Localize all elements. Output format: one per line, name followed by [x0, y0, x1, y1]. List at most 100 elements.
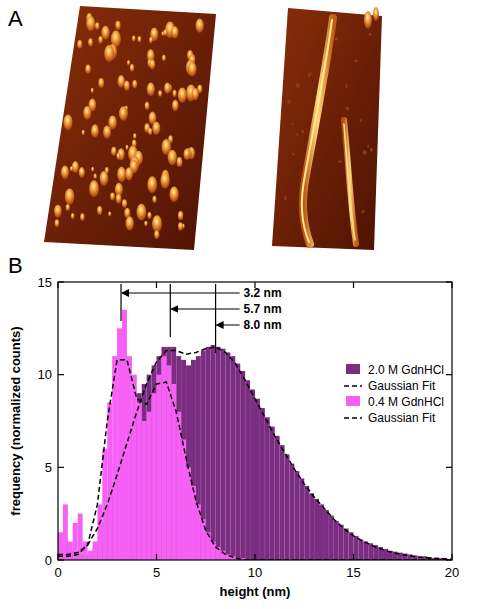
histogram-bar	[137, 393, 142, 560]
x-tick	[353, 282, 354, 288]
afm-particle	[178, 211, 183, 220]
afm-background-bump	[296, 83, 300, 88]
afm-particle	[83, 106, 91, 120]
afm-particle	[88, 38, 93, 46]
histogram-bar	[324, 510, 329, 560]
afm-background-bump	[361, 210, 364, 213]
histogram-bar	[344, 528, 349, 560]
histogram-bar	[309, 493, 314, 560]
afm-particle	[132, 35, 136, 41]
histogram-bar	[245, 380, 250, 560]
histogram-bar	[289, 464, 294, 560]
y-tick	[446, 281, 452, 282]
afm-background-bump	[363, 150, 367, 154]
annotation-arrow	[171, 309, 239, 310]
afm-particle	[119, 107, 127, 121]
annotation-label: 3.2 nm	[244, 286, 282, 300]
figure: AB05101520051015height (nm)frequency (no…	[0, 0, 478, 609]
afm-particle	[79, 167, 85, 178]
afm-background-bump	[335, 37, 339, 40]
afm-particle	[77, 40, 82, 49]
histogram-bar	[166, 347, 171, 560]
histogram-bar	[102, 449, 107, 560]
fit-line	[58, 347, 452, 559]
histogram-bar	[142, 384, 147, 560]
afm-particle	[122, 199, 127, 208]
histogram-bar	[240, 371, 245, 560]
legend-swatch	[344, 417, 362, 419]
histogram-bar	[127, 356, 132, 560]
y-tick	[446, 467, 452, 468]
afm-background-bump	[355, 60, 358, 63]
x-tick	[156, 282, 157, 288]
afm-particle	[116, 194, 122, 204]
afm-particle	[161, 31, 164, 36]
histogram-bar	[358, 540, 363, 560]
afm-background-bump	[287, 100, 291, 104]
histogram-bar	[176, 356, 181, 560]
x-tick	[254, 554, 255, 560]
afm-particle	[126, 145, 129, 150]
afm-particle	[94, 174, 97, 180]
histogram-bar	[92, 541, 97, 560]
histogram-bar	[329, 516, 334, 560]
histogram-bar	[157, 375, 162, 560]
legend-label: Gaussian Fit	[368, 411, 436, 425]
afm-particle	[148, 128, 152, 135]
histogram-bar	[270, 427, 275, 560]
x-tick	[451, 282, 452, 288]
plot-marks	[58, 310, 452, 560]
afm-particle	[373, 7, 379, 21]
histogram-bar	[122, 310, 127, 560]
afm-particle	[108, 211, 111, 216]
afm-particle	[70, 166, 73, 171]
legend-label: Gaussian Fit	[368, 379, 436, 393]
x-tick-label: 0	[54, 565, 61, 580]
y-tick-label: 15	[38, 275, 52, 290]
afm-particle	[98, 78, 104, 88]
histogram-bar	[235, 364, 240, 560]
afm-background-bump	[291, 122, 293, 125]
histogram-bar	[299, 478, 304, 560]
histogram-bar	[230, 356, 235, 560]
x-tick	[156, 554, 157, 560]
histogram-bar	[221, 349, 226, 560]
afm-particle	[137, 204, 147, 221]
y-tick	[58, 374, 64, 375]
histogram-bar	[285, 454, 290, 560]
annotation-guide	[170, 284, 171, 337]
afm-fibril	[344, 120, 356, 244]
annotation-label: 8.0 nm	[244, 318, 282, 332]
histogram-bar	[83, 541, 88, 560]
afm-background-bump	[309, 72, 311, 75]
histogram-bar	[334, 521, 339, 560]
histogram-bar	[152, 393, 157, 560]
histogram-bar	[265, 417, 270, 560]
afm-particle	[164, 83, 171, 94]
afm-fibril-highlight	[302, 20, 332, 242]
afm-particle	[364, 11, 372, 29]
histogram-bar	[201, 519, 206, 560]
afm-background-bump	[360, 119, 362, 122]
afm-particle	[100, 171, 109, 186]
afm-particle	[71, 213, 75, 219]
histogram-bar	[161, 356, 166, 560]
afm-particle	[89, 180, 99, 197]
histogram-bar	[152, 365, 157, 560]
afm-image-surface	[272, 8, 382, 250]
afm-particle	[138, 36, 142, 43]
histogram-bar	[339, 525, 344, 560]
y-tick	[446, 374, 452, 375]
afm-particle	[86, 16, 95, 31]
histogram-bar	[255, 399, 260, 560]
afm-background-bump	[370, 148, 374, 152]
afm-particle	[91, 167, 94, 172]
annotation-arrow	[122, 293, 240, 294]
afm-particle	[173, 90, 177, 97]
x-axis-title: height (nm)	[220, 584, 291, 599]
afm-background-bump	[346, 106, 350, 110]
x-tick	[57, 282, 58, 288]
afm-particle	[145, 102, 150, 110]
histogram-bar	[408, 554, 413, 560]
histogram-bar	[147, 412, 152, 560]
